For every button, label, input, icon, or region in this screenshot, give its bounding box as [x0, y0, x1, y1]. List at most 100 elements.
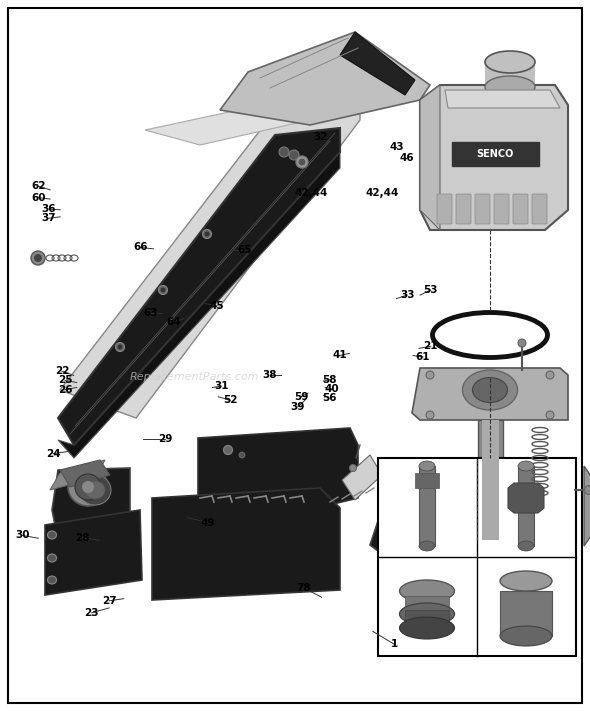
Ellipse shape: [473, 378, 507, 402]
Text: 52: 52: [223, 395, 237, 405]
Text: SENCO: SENCO: [476, 149, 514, 159]
Text: 29: 29: [158, 434, 172, 444]
Bar: [405, 596, 449, 614]
FancyBboxPatch shape: [532, 194, 547, 224]
Text: 23: 23: [84, 608, 99, 618]
Text: 78: 78: [297, 583, 311, 593]
FancyBboxPatch shape: [494, 194, 509, 224]
Ellipse shape: [82, 481, 94, 493]
Text: 66: 66: [133, 242, 148, 252]
Ellipse shape: [48, 554, 57, 562]
Text: 64: 64: [167, 317, 181, 327]
FancyBboxPatch shape: [513, 194, 528, 224]
FancyBboxPatch shape: [452, 142, 539, 166]
Ellipse shape: [202, 230, 211, 238]
Ellipse shape: [160, 287, 166, 292]
Bar: [500, 591, 552, 636]
Text: 26: 26: [58, 385, 72, 395]
Text: 37: 37: [41, 213, 55, 223]
Text: 49: 49: [201, 518, 215, 528]
Ellipse shape: [518, 339, 526, 347]
Polygon shape: [60, 92, 360, 418]
Ellipse shape: [239, 452, 245, 458]
Polygon shape: [370, 480, 520, 575]
Text: 31: 31: [214, 381, 228, 391]
Text: 45: 45: [209, 301, 224, 311]
Ellipse shape: [518, 461, 534, 471]
Polygon shape: [584, 466, 590, 546]
Ellipse shape: [85, 481, 105, 499]
Ellipse shape: [419, 461, 435, 471]
Ellipse shape: [585, 486, 590, 494]
Bar: [478, 420, 503, 540]
Polygon shape: [420, 85, 440, 230]
Text: 28: 28: [76, 533, 90, 542]
Ellipse shape: [546, 371, 554, 379]
Ellipse shape: [31, 251, 45, 265]
Text: 46: 46: [400, 153, 414, 163]
Text: 60: 60: [31, 193, 45, 203]
Text: 38: 38: [263, 370, 277, 380]
Polygon shape: [50, 460, 105, 490]
Polygon shape: [412, 368, 568, 420]
Text: 43: 43: [389, 142, 404, 152]
Text: 58: 58: [322, 375, 336, 385]
Ellipse shape: [500, 626, 552, 646]
Ellipse shape: [399, 603, 454, 625]
Text: 30: 30: [15, 530, 30, 540]
Ellipse shape: [426, 371, 434, 379]
Ellipse shape: [463, 370, 517, 410]
Ellipse shape: [205, 232, 209, 237]
Text: 25: 25: [58, 375, 72, 385]
Polygon shape: [420, 85, 568, 230]
Text: 62: 62: [31, 181, 45, 191]
FancyBboxPatch shape: [8, 8, 582, 703]
Text: 33: 33: [400, 290, 414, 300]
Polygon shape: [430, 575, 480, 645]
Text: 1: 1: [391, 639, 398, 649]
Ellipse shape: [426, 411, 434, 419]
Polygon shape: [508, 483, 544, 513]
Text: 61: 61: [416, 352, 430, 362]
FancyBboxPatch shape: [437, 194, 452, 224]
Ellipse shape: [299, 159, 306, 166]
Bar: [482, 420, 499, 540]
FancyBboxPatch shape: [456, 194, 471, 224]
Text: 21: 21: [424, 341, 438, 351]
Ellipse shape: [116, 343, 124, 351]
Text: 56: 56: [322, 393, 336, 403]
Text: 27: 27: [102, 596, 116, 606]
Ellipse shape: [68, 468, 108, 506]
Ellipse shape: [34, 254, 42, 262]
Text: 59: 59: [294, 392, 308, 402]
Polygon shape: [198, 428, 358, 512]
Ellipse shape: [546, 411, 554, 419]
Ellipse shape: [296, 156, 308, 168]
Polygon shape: [45, 510, 142, 595]
Text: 63: 63: [144, 308, 158, 318]
Bar: [405, 610, 449, 628]
Ellipse shape: [419, 541, 435, 551]
Bar: [518, 466, 534, 546]
Text: 24: 24: [46, 449, 60, 459]
Polygon shape: [220, 32, 430, 125]
Text: 53: 53: [424, 285, 438, 295]
Polygon shape: [145, 100, 345, 145]
Ellipse shape: [485, 51, 535, 73]
Text: 39: 39: [291, 402, 305, 412]
Ellipse shape: [518, 541, 534, 551]
Polygon shape: [58, 128, 340, 445]
Polygon shape: [60, 460, 110, 487]
Polygon shape: [58, 152, 340, 458]
Ellipse shape: [224, 446, 232, 454]
Text: ReplacementParts.com: ReplacementParts.com: [130, 372, 260, 382]
Text: 42,44: 42,44: [294, 188, 327, 198]
Ellipse shape: [289, 150, 299, 160]
Text: 32: 32: [313, 132, 327, 142]
FancyBboxPatch shape: [475, 194, 490, 224]
Ellipse shape: [399, 617, 454, 639]
Text: 65: 65: [238, 245, 252, 255]
Polygon shape: [152, 488, 340, 600]
Ellipse shape: [79, 475, 111, 505]
Ellipse shape: [48, 576, 57, 584]
